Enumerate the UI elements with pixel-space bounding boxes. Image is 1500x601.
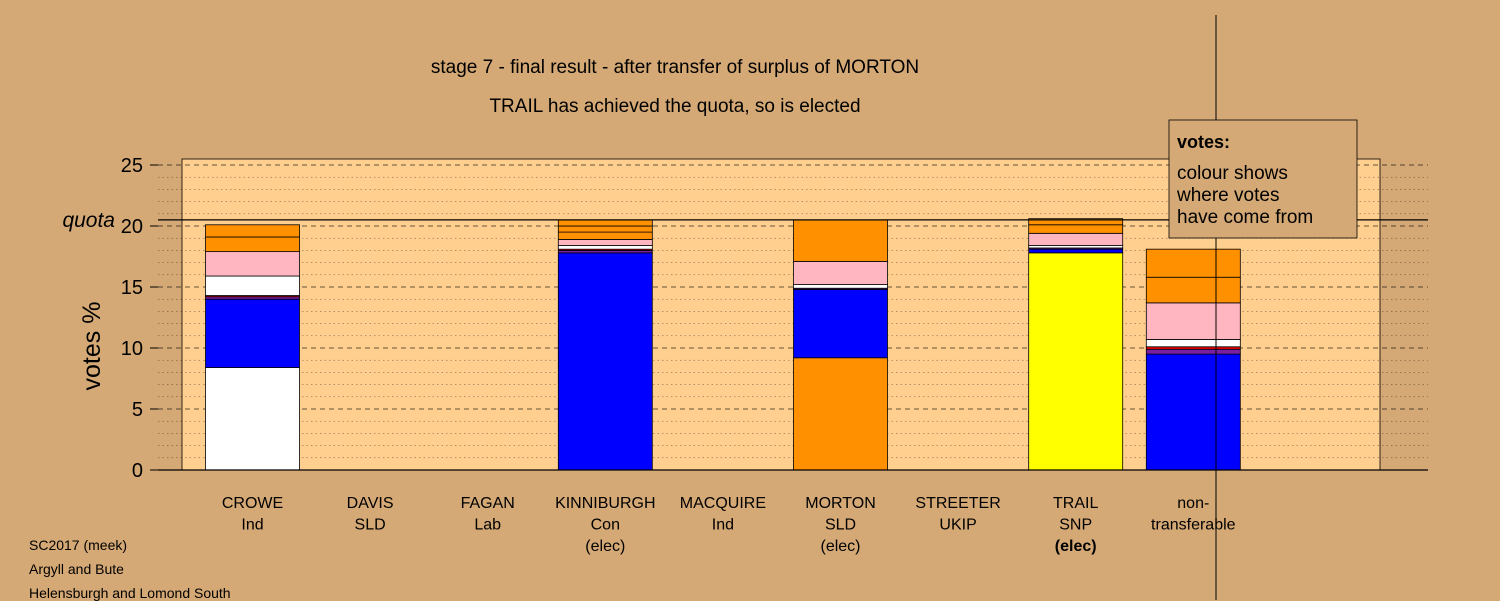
bar-segment <box>1145 248 1241 278</box>
bar-segment <box>1145 348 1241 355</box>
candidate-party: SLD <box>825 517 856 534</box>
x-axis-labels: CROWE Ind DAVIS SLD FAGAN Lab KINNIBURGH Con (el… <box>222 495 1236 555</box>
bar-segment <box>205 367 300 471</box>
candidate-name: TRAIL <box>1053 495 1098 512</box>
legend-line: where votes <box>1176 185 1279 206</box>
bar-segment <box>205 251 300 277</box>
bar-segment <box>205 275 300 296</box>
candidate-party: UKIP <box>939 517 976 534</box>
candidate-status: (elec) <box>585 538 625 555</box>
bar-segment <box>205 236 300 253</box>
bar-segment <box>1028 224 1124 234</box>
bar-segment <box>793 260 888 285</box>
candidate-party: transferable <box>1151 517 1236 534</box>
bar-segment <box>1028 248 1124 254</box>
bar-segment <box>793 219 888 262</box>
bar-segment <box>205 224 300 238</box>
candidate-party: Ind <box>712 517 734 534</box>
bar-segment <box>793 284 888 289</box>
candidate-name: MACQUIRE <box>680 495 766 512</box>
chart-subtitle: TRAIL has achieved the quota, so is elec… <box>489 96 860 117</box>
y-tick-label: 10 <box>121 338 143 360</box>
bar-segment <box>1145 353 1241 471</box>
bar-segment <box>1028 232 1124 246</box>
y-tick-label: 15 <box>121 277 143 299</box>
bar-segment <box>557 245 653 250</box>
bar-segment <box>1145 302 1241 340</box>
y-axis-label: votes % <box>78 302 106 391</box>
candidate-name: CROWE <box>222 495 283 512</box>
y-tick-label: 5 <box>132 399 143 421</box>
bar-segment <box>557 225 653 233</box>
candidate-name: FAGAN <box>461 495 515 512</box>
candidate-name: KINNIBURGH <box>555 495 655 512</box>
legend-box <box>1168 119 1358 239</box>
bar-segment <box>1028 252 1124 471</box>
candidate-name: STREETER <box>915 495 1000 512</box>
y-tick-label: 25 <box>121 155 143 177</box>
legend-title: votes: <box>1177 132 1230 152</box>
y-tick-label: 0 <box>132 460 143 482</box>
bar-segment <box>1145 276 1241 304</box>
bar-segment <box>557 219 653 227</box>
bar-segment <box>557 239 653 246</box>
bar-segment <box>557 231 653 240</box>
legend: votes: colour shows where votes have com… <box>1168 119 1358 239</box>
candidate-party: SLD <box>355 517 386 534</box>
footer-line-council: Argyll and Bute <box>29 561 124 577</box>
candidate-name: non- <box>1177 495 1209 512</box>
candidate-status: (elec) <box>820 538 860 555</box>
candidate-party: SNP <box>1059 517 1092 534</box>
footer-line-election: SC2017 (meek) <box>29 537 128 553</box>
bar-segment <box>557 252 653 471</box>
bar-segment <box>1028 218 1124 226</box>
candidate-name: DAVIS <box>347 495 394 512</box>
candidate-party: Ind <box>241 517 263 534</box>
bar-segment <box>793 289 888 359</box>
candidate-name: MORTON <box>805 495 876 512</box>
candidate-status: (elec) <box>1055 538 1097 555</box>
chart-title: stage 7 - final result - after transfer … <box>431 57 919 78</box>
y-tick-label: 20 <box>121 216 143 238</box>
footer-line-ward: Helensburgh and Lomond South <box>29 585 231 601</box>
bar-segment <box>1145 339 1241 348</box>
bar-segment <box>205 298 300 368</box>
candidate-party: Lab <box>474 517 501 534</box>
legend-line: have come from <box>1177 207 1313 228</box>
bar-segment <box>793 357 888 471</box>
legend-line: colour shows <box>1177 163 1288 184</box>
bars <box>205 218 1241 471</box>
y-axis: 0 5 10 15 20 25 <box>121 155 158 482</box>
quota-label: quota <box>62 209 115 232</box>
candidate-party: Con <box>591 517 620 534</box>
